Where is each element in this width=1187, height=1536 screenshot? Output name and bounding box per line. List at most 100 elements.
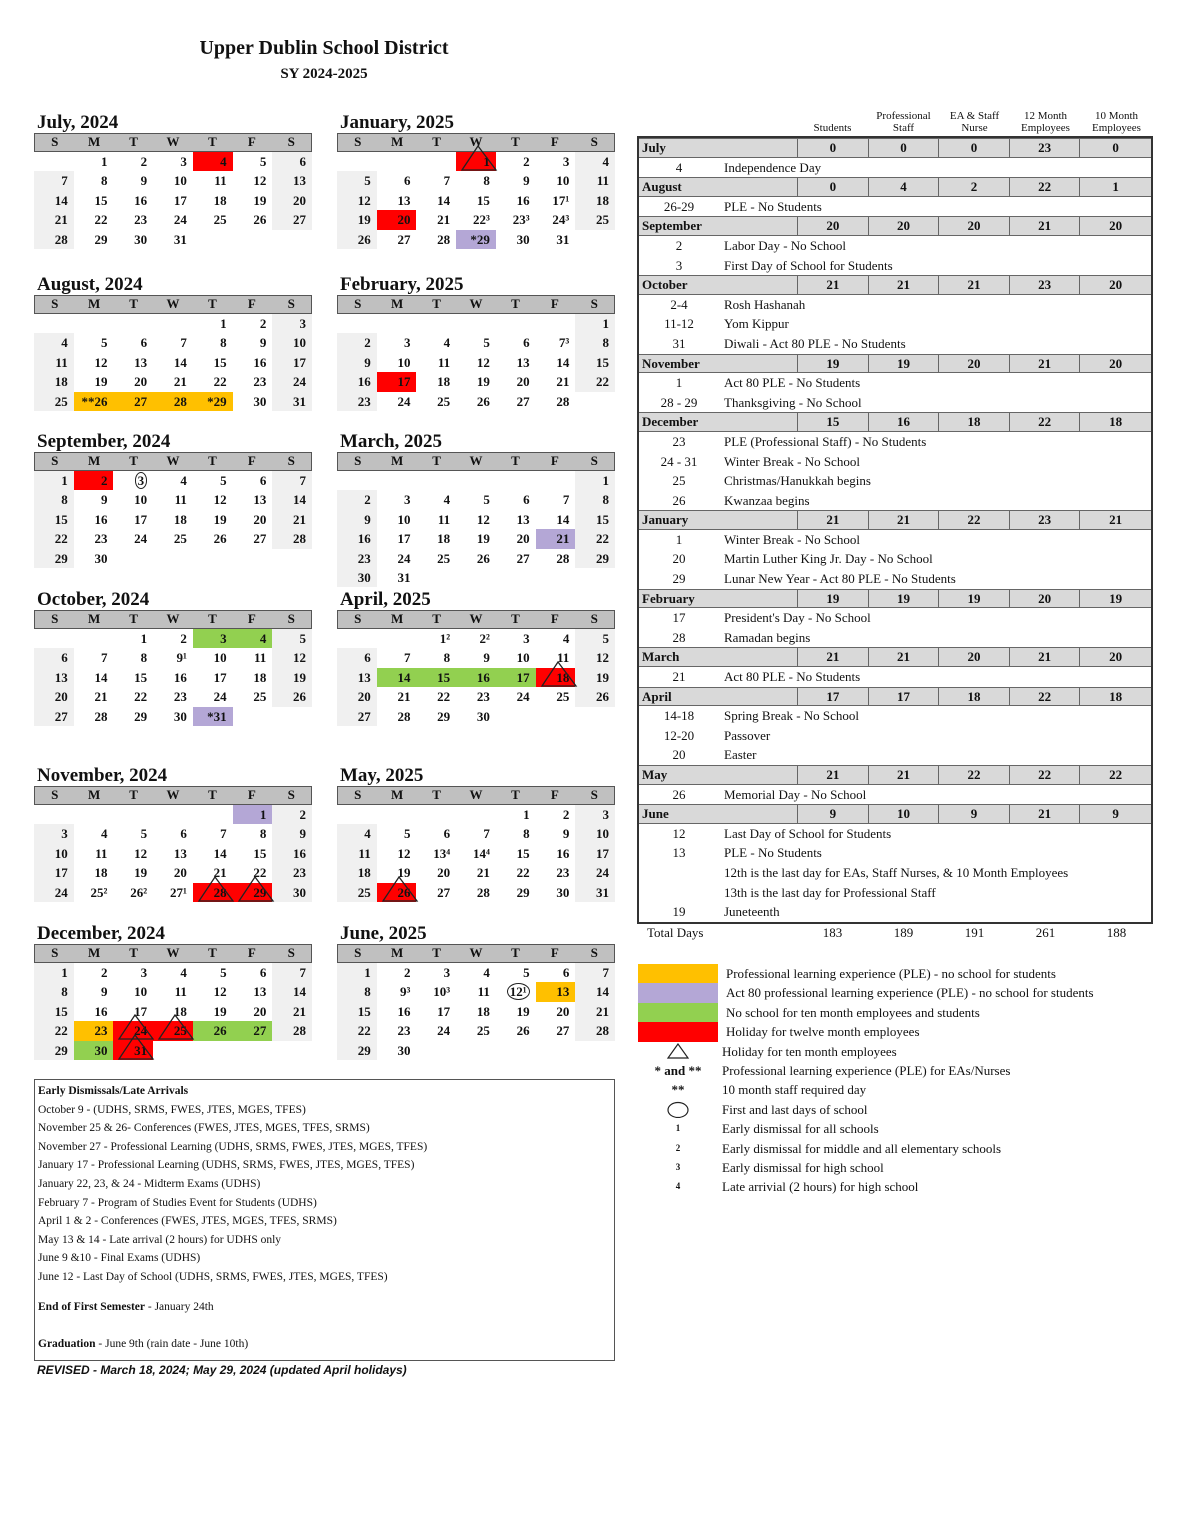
day-cell[interactable]: 12 xyxy=(377,844,417,863)
day-cell[interactable]: 26 xyxy=(456,392,496,411)
day-cell[interactable]: 7 xyxy=(536,490,576,509)
day-cell[interactable]: 26 xyxy=(272,687,313,707)
day-cell[interactable]: 22 xyxy=(34,1021,74,1041)
day-cell[interactable]: 10 xyxy=(377,510,417,529)
day-cell[interactable]: 5 xyxy=(193,471,233,490)
day-cell[interactable]: 18 xyxy=(153,510,193,529)
day-cell[interactable]: 21 xyxy=(536,372,576,391)
day-cell[interactable]: 17 xyxy=(272,352,313,373)
day-cell[interactable]: 15 xyxy=(575,509,616,530)
day-cell[interactable]: 14 xyxy=(272,490,313,510)
day-cell[interactable]: 7 xyxy=(272,471,313,491)
day-cell[interactable]: 17 xyxy=(377,529,417,548)
day-cell[interactable]: 24 xyxy=(193,687,233,706)
day-cell[interactable]: 4 xyxy=(456,963,496,982)
day-cell[interactable]: 17 xyxy=(495,667,536,688)
day-cell[interactable]: 28 xyxy=(575,1021,616,1041)
day-cell[interactable]: 18 xyxy=(416,529,456,548)
day-cell[interactable]: 15 xyxy=(575,352,616,373)
day-cell[interactable]: 23 xyxy=(536,863,576,882)
day-cell[interactable]: 21 xyxy=(456,863,496,882)
day-cell[interactable]: 15 xyxy=(456,191,496,210)
day-cell[interactable]: 6 xyxy=(233,963,273,982)
day-cell[interactable]: 19 xyxy=(456,529,496,548)
day-cell[interactable]: 8 xyxy=(74,171,114,190)
day-cell[interactable]: 22 xyxy=(34,529,74,549)
day-cell[interactable]: 3 xyxy=(575,805,616,825)
day-cell[interactable]: 1 xyxy=(232,805,273,825)
day-cell[interactable]: 18 xyxy=(153,1002,193,1021)
day-cell[interactable]: 22 xyxy=(74,210,114,229)
day-cell[interactable]: 3 xyxy=(153,152,193,171)
day-cell[interactable]: 25 xyxy=(536,687,576,706)
day-cell[interactable]: 4 xyxy=(575,152,616,172)
day-cell[interactable]: 31 xyxy=(536,230,576,249)
day-cell[interactable]: 3 xyxy=(192,629,233,649)
day-cell[interactable]: 17 xyxy=(376,372,417,392)
day-cell[interactable]: 11 xyxy=(337,843,377,864)
day-cell[interactable]: 2 xyxy=(74,963,114,982)
day-cell[interactable]: 9 xyxy=(496,171,536,190)
day-cell[interactable]: 12 xyxy=(456,353,496,372)
day-cell[interactable]: 23³ xyxy=(496,210,536,229)
day-cell[interactable]: 28 xyxy=(456,883,496,902)
day-cell[interactable]: 23 xyxy=(337,391,377,411)
day-cell[interactable]: 4 xyxy=(416,490,456,509)
day-cell[interactable]: 1 xyxy=(456,144,498,172)
day-cell[interactable]: 26 xyxy=(192,1021,233,1041)
day-cell[interactable]: 13⁴ xyxy=(416,844,456,863)
day-cell[interactable]: 14 xyxy=(376,667,417,688)
day-cell[interactable]: 15 xyxy=(337,1001,377,1022)
day-cell[interactable]: 21 xyxy=(377,687,417,706)
day-cell[interactable]: 11 xyxy=(153,982,193,1001)
day-cell[interactable]: 6 xyxy=(233,471,273,490)
day-cell[interactable]: 14 xyxy=(416,191,456,210)
day-cell[interactable]: 30 xyxy=(233,392,273,411)
day-cell[interactable]: 4 xyxy=(192,152,233,172)
day-cell[interactable]: 16 xyxy=(74,1002,114,1021)
day-cell[interactable]: 15 xyxy=(34,509,74,530)
day-cell[interactable]: 8 xyxy=(34,490,74,510)
day-cell[interactable]: 25 xyxy=(193,210,233,229)
day-cell[interactable]: 18 xyxy=(193,191,233,210)
day-cell[interactable]: 8 xyxy=(193,333,233,352)
day-cell[interactable]: 29 xyxy=(575,548,616,568)
day-cell[interactable]: 27 xyxy=(233,529,273,548)
day-cell[interactable]: 14 xyxy=(74,668,114,687)
day-cell[interactable]: 13 xyxy=(496,510,536,529)
day-cell[interactable]: 8 xyxy=(575,333,616,353)
day-cell[interactable]: 7 xyxy=(34,171,74,191)
day-cell[interactable]: 27 xyxy=(377,230,417,249)
day-cell[interactable]: 14 xyxy=(34,190,74,211)
day-cell[interactable]: 29 xyxy=(496,883,536,902)
day-cell[interactable]: 3 xyxy=(536,152,576,171)
day-cell[interactable]: 14 xyxy=(153,353,193,372)
day-cell[interactable]: 17 xyxy=(416,1002,456,1021)
day-cell[interactable]: 1 xyxy=(34,963,74,983)
day-cell[interactable]: 11 xyxy=(416,510,456,529)
day-cell[interactable]: 3 xyxy=(377,333,417,352)
day-cell[interactable]: 15 xyxy=(193,353,233,372)
day-cell[interactable]: 27 xyxy=(232,1021,273,1041)
day-cell[interactable]: 26 xyxy=(456,549,496,568)
day-cell[interactable]: 28 xyxy=(74,707,114,726)
day-cell[interactable]: 21 xyxy=(575,1001,616,1022)
day-cell[interactable]: *29 xyxy=(456,229,496,249)
day-cell[interactable]: 15 xyxy=(496,844,536,863)
day-cell[interactable]: 6 xyxy=(113,333,153,352)
day-cell[interactable]: *31 xyxy=(192,706,233,726)
day-cell[interactable]: 28 xyxy=(272,1021,313,1041)
day-cell[interactable]: 19 xyxy=(233,191,273,210)
day-cell[interactable]: 7 xyxy=(74,648,114,667)
day-cell[interactable]: 2 xyxy=(337,333,377,353)
day-cell[interactable]: 27 xyxy=(272,210,313,230)
day-cell[interactable]: 30 xyxy=(337,567,377,588)
day-cell[interactable]: 5 xyxy=(337,171,377,191)
day-cell[interactable]: 19 xyxy=(456,372,496,391)
day-cell[interactable]: 5 xyxy=(272,629,313,649)
day-cell[interactable]: 4 xyxy=(337,824,377,844)
day-cell[interactable]: 12 xyxy=(193,982,233,1001)
day-cell[interactable]: 23 xyxy=(337,548,377,568)
day-cell[interactable]: 8 xyxy=(416,648,456,667)
day-cell[interactable]: 10 xyxy=(113,490,153,509)
